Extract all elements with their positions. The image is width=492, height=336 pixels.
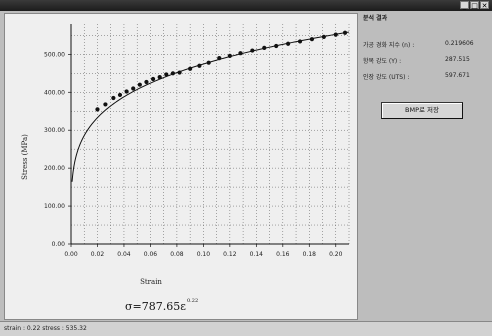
x-tick-label: 0.12	[223, 251, 237, 258]
minimize-button[interactable]: _	[460, 1, 469, 10]
data-point	[250, 48, 255, 53]
data-point	[274, 43, 279, 49]
data-point	[188, 66, 193, 71]
yield-strength-row: 항복 강도 (Y) : 287.515	[363, 56, 470, 65]
y-axis-label: Stress (MPa)	[21, 134, 29, 180]
y-tick-label: 100.00	[44, 203, 65, 210]
data-point	[297, 39, 303, 44]
data-point	[309, 37, 315, 42]
data-point	[103, 102, 108, 107]
data-point	[177, 70, 182, 75]
window-controls: _ □ ✕	[460, 1, 489, 10]
title-bar: _ □ ✕	[0, 0, 492, 11]
status-bar: strain : 0.22 stress : 535.32	[0, 321, 492, 336]
data-point	[286, 41, 291, 46]
data-point	[157, 75, 162, 80]
data-point	[333, 32, 338, 37]
chart-grid	[71, 24, 350, 244]
data-point	[111, 95, 116, 101]
y-tick-label: 0.00	[52, 241, 66, 248]
x-tick-label: 0.10	[197, 251, 211, 258]
fit-equation: σ=787.65ε	[125, 300, 186, 313]
y-tick-label: 300.00	[44, 127, 65, 134]
data-point	[144, 79, 149, 85]
chart-axes	[70, 24, 349, 245]
data-point	[124, 89, 129, 94]
plot-panel: 0.00 0.02 0.04 0.06 0.08 0.10 0.12 0.14 0.16 0.18…	[4, 13, 358, 320]
tensile-strength-row: 인장 강도 (UTS) : 597.671	[363, 72, 470, 81]
data-point	[170, 71, 176, 76]
tensile-strength-label: 인장 강도 (UTS) :	[363, 74, 410, 81]
data-point	[131, 86, 136, 91]
x-tick-label: 0.02	[91, 251, 105, 258]
hardening-exponent-label: 가공 경화 지수 (n) :	[363, 42, 415, 49]
fit-equation-exponent: 0.22	[187, 298, 198, 304]
x-tick-label: 0.08	[170, 251, 184, 258]
hardening-exponent-value: 0.219606	[445, 40, 474, 47]
data-point	[137, 82, 142, 87]
data-point	[227, 53, 232, 58]
x-tick-label: 0.04	[117, 251, 131, 258]
y-tick-label: 400.00	[44, 89, 65, 96]
data-point	[197, 63, 202, 68]
data-point	[238, 51, 243, 56]
data-point	[117, 92, 123, 98]
save-bmp-button[interactable]: BMP로 저장	[381, 102, 463, 119]
y-tick-label: 200.00	[44, 165, 65, 172]
maximize-button[interactable]: □	[470, 1, 479, 10]
x-tick-label: 0.16	[276, 251, 290, 258]
yield-strength-label: 항복 강도 (Y) :	[363, 58, 402, 65]
yield-strength-value: 287.515	[445, 56, 470, 63]
data-point	[217, 56, 222, 61]
stress-strain-chart: 0.00 0.02 0.04 0.06 0.08 0.10 0.12 0.14 0.16 0.18…	[21, 24, 350, 313]
data-point	[164, 72, 169, 77]
status-readout: strain : 0.22 stress : 535.32	[4, 325, 87, 332]
data-point	[342, 30, 348, 35]
data-point	[150, 76, 156, 82]
data-point	[95, 107, 100, 112]
close-button[interactable]: ✕	[480, 1, 489, 10]
x-axis-label: Strain	[140, 278, 162, 286]
data-point	[262, 45, 267, 50]
tensile-strength-value: 597.671	[445, 72, 470, 79]
data-point	[321, 34, 326, 39]
x-tick-label: 0.00	[64, 251, 78, 258]
fit-curve	[71, 31, 350, 182]
y-tick-label: 500.00	[44, 51, 65, 58]
data-point	[206, 60, 211, 65]
chart-ticks: 0.00 0.02 0.04 0.06 0.08 0.10 0.12 0.14 0.16 0.18…	[44, 51, 343, 258]
analysis-result-panel: 분석 결과 가공 경화 지수 (n) : 0.219606 항복 강도 (Y) …	[359, 13, 489, 318]
data-points	[95, 30, 348, 112]
result-title: 분석 결과	[363, 15, 388, 22]
x-tick-label: 0.20	[329, 251, 343, 258]
hardening-exponent-row: 가공 경화 지수 (n) : 0.219606	[363, 40, 474, 49]
x-tick-label: 0.14	[250, 251, 264, 258]
x-tick-label: 0.18	[303, 251, 317, 258]
x-tick-label: 0.06	[144, 251, 158, 258]
